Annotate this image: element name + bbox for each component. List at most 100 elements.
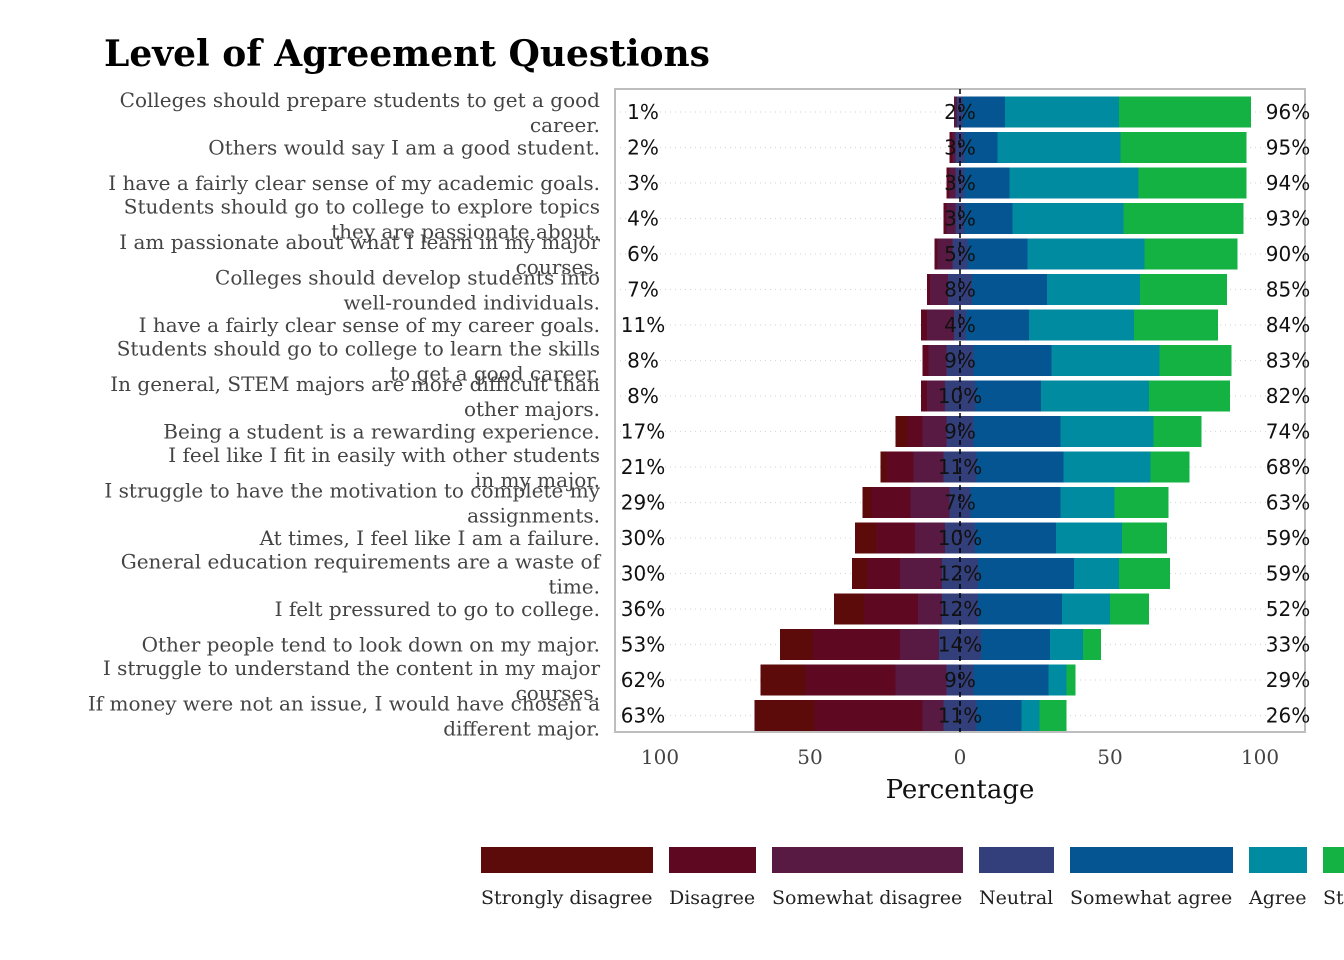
right-percent-label: 63% [1266, 491, 1310, 515]
legend-swatch [772, 847, 963, 873]
right-percent-label: 83% [1266, 349, 1310, 373]
bar-segment [895, 664, 947, 696]
neutral-percent-label: 9% [944, 420, 976, 444]
bar-segment [834, 593, 864, 625]
bar-segment [1012, 203, 1124, 234]
left-percent-label: 3% [627, 171, 659, 195]
question-label: Others would say I am a good student. [208, 136, 600, 160]
bar-segment [867, 558, 900, 589]
bar-segment [970, 487, 1061, 518]
right-percent-label: 85% [1266, 278, 1310, 302]
legend: Strongly disagree Disagree Somewhat disagr… [481, 847, 1344, 909]
bar-segment [963, 96, 1005, 128]
bar-segment [973, 345, 1052, 376]
left-percent-label: 17% [621, 420, 665, 444]
left-percent-label: 30% [621, 562, 665, 586]
bar-segment [805, 664, 896, 696]
right-percent-label: 74% [1266, 420, 1310, 444]
bar-segment [1021, 700, 1040, 731]
bar-segment [981, 629, 1050, 660]
x-tick-label: 100 [1241, 745, 1279, 769]
question-label: to get a good career. [390, 362, 600, 386]
bar-segment [1138, 167, 1247, 199]
neutral-percent-label: 9% [944, 349, 976, 373]
bar-segment [780, 629, 813, 660]
question-label: well-rounded individuals. [344, 291, 600, 315]
left-percent-label: 6% [627, 242, 659, 266]
right-percent-label: 82% [1266, 384, 1310, 408]
bar-segment [964, 203, 1013, 234]
bar-segment [927, 380, 945, 412]
bar-segment [964, 167, 1010, 199]
bar-segment [1039, 700, 1067, 731]
right-percent-label: 33% [1266, 633, 1310, 657]
question-label: career. [530, 113, 600, 137]
bar-segment [900, 629, 939, 660]
bar-segment [813, 629, 900, 660]
bar-segment [915, 522, 945, 554]
right-percent-label: 29% [1266, 668, 1310, 692]
right-percent-label: 96% [1266, 100, 1310, 124]
bar-segment [754, 700, 815, 731]
question-label: courses. [516, 681, 600, 705]
bar-segment [997, 132, 1121, 163]
legend-label: Agree [1248, 887, 1306, 909]
right-percent-label: 59% [1266, 526, 1310, 550]
bar-segment [1140, 274, 1227, 305]
right-percent-label: 52% [1266, 597, 1310, 621]
neutral-percent-label: 7% [944, 491, 976, 515]
bar-segment [1027, 238, 1145, 270]
left-percent-label: 7% [627, 278, 659, 302]
bar-segment [943, 203, 947, 234]
neutral-percent-label: 10% [938, 384, 982, 408]
neutral-percent-label: 11% [938, 704, 982, 728]
left-percent-label: 8% [627, 384, 659, 408]
bar-segment [1048, 664, 1067, 696]
neutral-percent-label: 11% [938, 455, 982, 479]
x-axis-ticks: 100 50 0 50 100 [641, 745, 1279, 769]
question-label: Colleges should prepare students to get … [120, 88, 601, 112]
bar-segment [910, 487, 950, 518]
question-label: Students should go to college to explore… [124, 195, 600, 219]
right-percent-label: 84% [1266, 313, 1310, 337]
neutral-percent-label: 14% [938, 633, 982, 657]
bar-segment [1119, 96, 1251, 128]
question-label: I have a fairly clear sense of my career… [139, 313, 600, 337]
left-percent-label: 21% [621, 455, 665, 479]
neutral-percent-label: 10% [938, 526, 982, 550]
bar-segment [927, 309, 954, 341]
bar-segment [921, 380, 927, 412]
bar-segments [754, 96, 1251, 731]
left-percent-label: 29% [621, 491, 665, 515]
question-label: Being a student is a rewarding experienc… [163, 420, 600, 444]
bar-segment [871, 487, 911, 518]
neutral-percent-label: 12% [938, 597, 982, 621]
question-label: Other people tend to look down on my maj… [142, 633, 600, 657]
neutral-percent-label: 2% [944, 100, 976, 124]
right-percent-label: 93% [1266, 207, 1310, 231]
bar-segment [1122, 522, 1167, 554]
bar-segment [949, 167, 956, 199]
bar-segment [1123, 203, 1244, 234]
bar-segment [978, 558, 1074, 589]
question-label: Students should go to college to learn t… [117, 337, 600, 361]
bar-segment [1005, 96, 1119, 128]
bar-segment [760, 664, 806, 696]
bar-segment [1047, 274, 1140, 305]
bar-segment [942, 593, 978, 625]
question-label: other majors. [464, 397, 600, 421]
legend-label: Strongly agree [1323, 887, 1344, 909]
bar-segment [946, 203, 956, 234]
bar-segment [966, 309, 1029, 341]
neutral-percent-label: 3% [944, 207, 976, 231]
neutral-percent-label: 3% [944, 171, 976, 195]
bar-segment [1083, 629, 1101, 660]
left-percent-label: 11% [621, 313, 665, 337]
left-percent-label: 1% [627, 100, 659, 124]
legend-label: Strongly disagree [481, 887, 652, 909]
neutral-percent-label: 8% [944, 278, 976, 302]
question-label: If money were not an issue, I would have… [88, 692, 600, 716]
bar-segment [922, 416, 947, 447]
question-label: courses. [516, 255, 600, 279]
right-percent-label: 59% [1266, 562, 1310, 586]
